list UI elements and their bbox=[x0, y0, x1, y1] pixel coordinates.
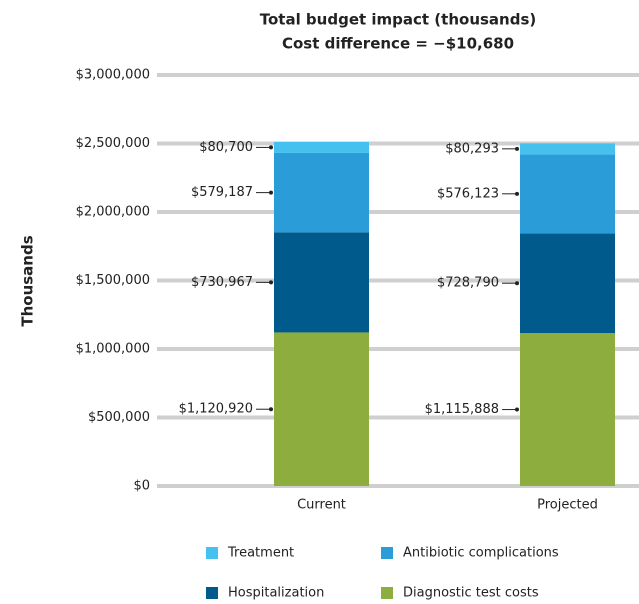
legend-swatch bbox=[381, 547, 393, 559]
legend-label: Antibiotic complications bbox=[403, 546, 559, 561]
legend-label: Diagnostic test costs bbox=[403, 586, 539, 601]
bar-segment bbox=[520, 333, 615, 486]
data-label: $730,967 bbox=[191, 275, 253, 290]
data-label: $1,120,920 bbox=[179, 402, 253, 417]
y-tick-label: $1,000,000 bbox=[76, 342, 150, 357]
x-tick-label: Current bbox=[297, 498, 346, 513]
y-tick-label: $500,000 bbox=[88, 410, 150, 425]
bar-segment bbox=[274, 232, 369, 333]
leader-dot bbox=[515, 281, 519, 286]
data-label: $728,790 bbox=[437, 276, 499, 291]
y-tick-label: $1,500,000 bbox=[76, 273, 150, 288]
legend-swatch bbox=[206, 587, 218, 599]
leader-dot bbox=[269, 407, 273, 412]
leader-dot bbox=[515, 146, 519, 151]
bar-segment bbox=[274, 152, 369, 233]
y-tick-label: $2,500,000 bbox=[76, 136, 150, 151]
x-tick-label: Projected bbox=[537, 498, 598, 513]
y-tick-label: $2,000,000 bbox=[76, 205, 150, 220]
bar-segment bbox=[520, 233, 615, 334]
bar-segment bbox=[520, 154, 615, 234]
data-label: $576,123 bbox=[437, 186, 499, 201]
leader-dot bbox=[269, 280, 273, 285]
data-label: $80,293 bbox=[445, 141, 499, 156]
data-label: $579,187 bbox=[191, 185, 253, 200]
data-label: $80,700 bbox=[199, 140, 253, 155]
bar-segment bbox=[274, 332, 369, 486]
legend-swatch bbox=[381, 587, 393, 599]
y-tick-label: $0 bbox=[133, 479, 150, 494]
leader-dot bbox=[515, 407, 519, 412]
legend-label: Treatment bbox=[227, 546, 294, 561]
leader-dot bbox=[269, 190, 273, 195]
legend-swatch bbox=[206, 547, 218, 559]
chart-title: Total budget impact (thousands) bbox=[260, 11, 537, 29]
y-axis-title: Thousands bbox=[19, 235, 37, 326]
leader-dot bbox=[269, 145, 273, 150]
bar-segment bbox=[274, 141, 369, 153]
chart-subtitle: Cost difference = −$10,680 bbox=[282, 35, 514, 53]
legend-label: Hospitalization bbox=[228, 586, 324, 601]
bar-segment bbox=[520, 143, 615, 155]
y-tick-label: $3,000,000 bbox=[76, 68, 150, 83]
data-label: $1,115,888 bbox=[425, 402, 499, 417]
leader-dot bbox=[515, 191, 519, 196]
